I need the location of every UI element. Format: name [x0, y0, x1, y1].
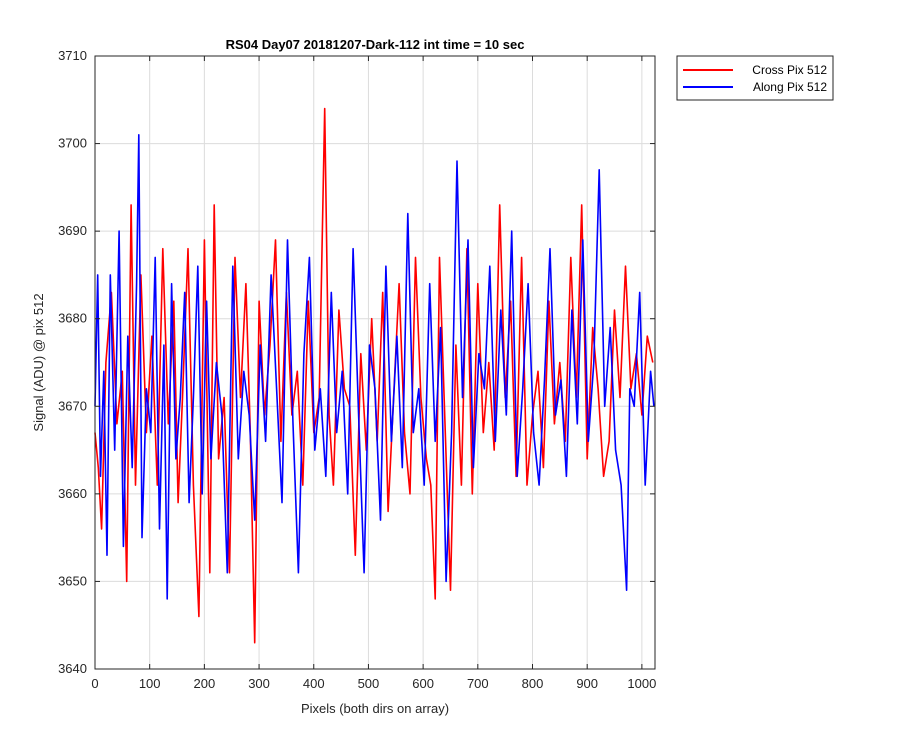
x-tick-label: 500	[358, 676, 380, 691]
y-tick-label: 3710	[58, 48, 87, 63]
y-tick-label: 3650	[58, 573, 87, 588]
series-layer	[94, 107, 655, 644]
y-tick-label: 3680	[58, 311, 87, 326]
x-tick-label: 400	[303, 676, 325, 691]
chart-title: RS04 Day07 20181207-Dark-112 int time = …	[226, 37, 525, 52]
x-tick-label: 300	[248, 676, 270, 691]
x-axis-label: Pixels (both dirs on array)	[301, 701, 449, 716]
x-tick-label: 700	[467, 676, 489, 691]
x-tick-label: 900	[576, 676, 598, 691]
x-tick-label: 100	[139, 676, 161, 691]
legend-entry-label: Along Pix 512	[753, 80, 827, 94]
y-tick-label: 3700	[58, 136, 87, 151]
x-tick-label: 1000	[627, 676, 656, 691]
legend-entry-label: Cross Pix 512	[752, 63, 827, 77]
axis-ticks: 0 100 200 300 400 500 600 700 800 900 1000 3640 3650…	[58, 48, 656, 691]
x-tick-label: 0	[91, 676, 98, 691]
plot-border	[94, 55, 656, 670]
legend: Cross Pix 512 Along Pix 512	[676, 55, 834, 101]
series-line-along-pix-512	[94, 134, 655, 600]
y-tick-label: 3690	[58, 223, 87, 238]
y-tick-label: 3670	[58, 398, 87, 413]
legend-box	[676, 55, 834, 101]
y-tick-label: 3660	[58, 486, 87, 501]
x-tick-label: 800	[522, 676, 544, 691]
x-tick-label: 600	[412, 676, 434, 691]
x-tick-label: 200	[194, 676, 216, 691]
y-tick-label: 3640	[58, 661, 87, 676]
y-axis-label: Signal (ADU) @ pix 512	[31, 293, 46, 431]
plot-area	[95, 56, 655, 669]
